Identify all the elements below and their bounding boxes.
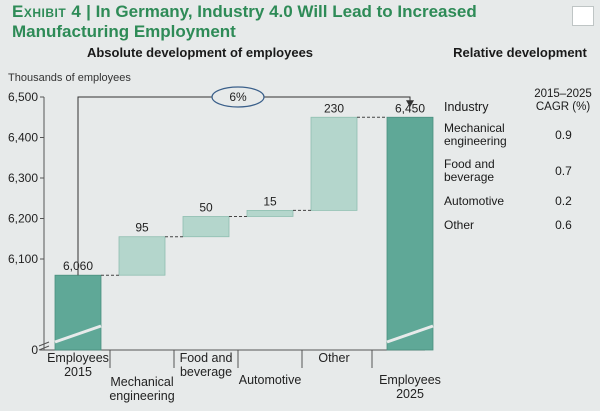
industry-name: Automotive bbox=[444, 193, 505, 208]
y-tick-label: 6,300 bbox=[8, 171, 38, 185]
y-tick-label: 6,400 bbox=[8, 131, 38, 145]
cagr-value: 0.9 bbox=[555, 128, 572, 142]
axis-break-mark bbox=[38, 341, 50, 351]
x-category-label: Employees 2025 bbox=[379, 373, 441, 401]
value-label: 15 bbox=[263, 194, 277, 208]
industry-name: Other bbox=[444, 217, 475, 232]
value-label: 230 bbox=[324, 101, 344, 115]
title-separator: | bbox=[86, 2, 96, 21]
cagr-column-header: 2015–2025 CAGR (%) bbox=[534, 88, 592, 113]
absolute-subtitle: Absolute development of employees bbox=[86, 45, 314, 60]
relative-row: Mechanical engineering 0.9 bbox=[444, 122, 594, 148]
corner-checkbox[interactable] bbox=[572, 6, 594, 26]
bar-break-mark bbox=[386, 324, 434, 344]
relative-row: Other 0.6 bbox=[444, 218, 594, 232]
relative-subtitle: Relative development bbox=[453, 45, 587, 60]
bar-break-mark bbox=[54, 324, 102, 344]
y-tick-label: 0 bbox=[31, 343, 38, 357]
relative-row: Automotive 0.2 bbox=[444, 194, 594, 208]
relative-table: Industry 2015–2025 CAGR (%) Mechanical e… bbox=[444, 88, 594, 242]
relative-table-header: Industry 2015–2025 CAGR (%) bbox=[444, 88, 594, 114]
y-unit-label: Thousands of employees bbox=[8, 72, 131, 84]
chart-bar bbox=[246, 209, 294, 217]
value-label: 6,450 bbox=[395, 101, 425, 115]
y-tick-label: 6,500 bbox=[8, 90, 38, 104]
exhibit-title: Exhibit 4 | In Germany, Industry 4.0 Wil… bbox=[12, 2, 572, 42]
cagr-value: 0.2 bbox=[555, 194, 572, 208]
x-category-label: Other bbox=[318, 351, 349, 365]
cagr-value: 0.7 bbox=[555, 164, 572, 178]
growth-annotation: 6% bbox=[229, 90, 247, 104]
value-label: 50 bbox=[199, 200, 213, 214]
chart-bar bbox=[118, 236, 166, 276]
value-label: 95 bbox=[135, 221, 149, 235]
chart-bar bbox=[386, 116, 434, 351]
x-category-label: Automotive bbox=[239, 373, 302, 387]
industry-column-header: Industry bbox=[444, 100, 489, 114]
cagr-value: 0.6 bbox=[555, 218, 572, 232]
industry-name: Food and beverage bbox=[444, 157, 495, 184]
chart-bar bbox=[310, 116, 358, 211]
exhibit-heading: In Germany, Industry 4.0 Will Lead to In… bbox=[12, 2, 477, 41]
x-category-label: Mechanical engineering bbox=[109, 375, 174, 403]
y-tick-label: 6,200 bbox=[8, 212, 38, 226]
relative-row: Food and beverage 0.7 bbox=[444, 158, 594, 184]
growth-arrowhead bbox=[406, 100, 414, 108]
x-category-label: Employees 2015 bbox=[47, 351, 109, 379]
y-tick-label: 6,100 bbox=[8, 252, 38, 266]
industry-name: Mechanical engineering bbox=[444, 121, 507, 148]
exhibit-number: Exhibit 4 bbox=[12, 2, 82, 21]
growth-bubble bbox=[211, 86, 265, 108]
chart-bar bbox=[182, 216, 230, 238]
chart-bar bbox=[54, 274, 102, 351]
x-category-label: Food and beverage bbox=[180, 351, 233, 379]
